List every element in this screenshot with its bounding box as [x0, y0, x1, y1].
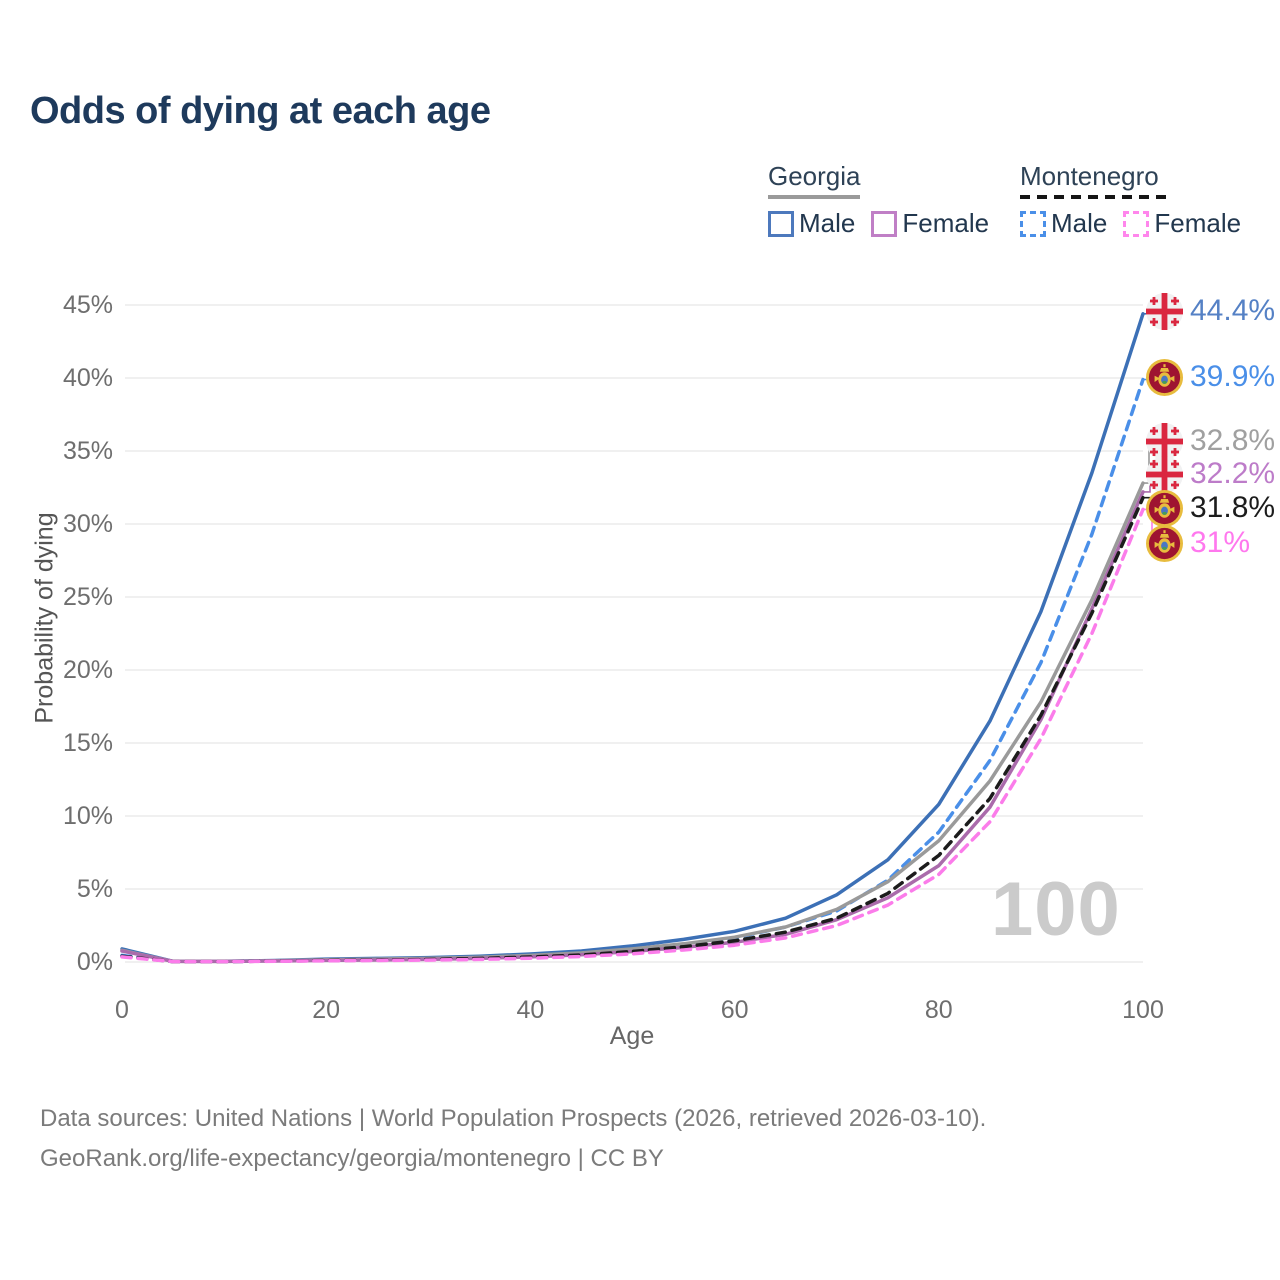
attribution-link-text: GeoRank.org/life-expectancy/georgia/mont…: [40, 1145, 664, 1172]
series-line-montenegro-female: [120, 507, 1145, 964]
x-tick-label: 80: [924, 996, 953, 1024]
age-watermark: 100: [991, 867, 1121, 952]
montenegro-flag-icon: [1146, 489, 1183, 527]
data-sources-text: Data sources: United Nations | World Pop…: [40, 1105, 987, 1132]
georgia-linestyle-swatch: [768, 195, 860, 199]
legend-item-georgia-female[interactable]: Female: [871, 208, 989, 239]
x-tick-label: 60: [720, 996, 749, 1024]
end-label-georgia-male: 44.4%: [1146, 292, 1275, 330]
x-tick-label: 100: [1122, 996, 1164, 1024]
georgia-flag-icon: [1146, 292, 1183, 330]
legend-item-label: Male: [1051, 208, 1108, 238]
montenegro-male-swatch-icon: [1020, 210, 1046, 237]
end-label-value: 32.8%: [1190, 424, 1276, 457]
end-label-montenegro-male: 39.9%: [1146, 358, 1275, 396]
end-label-georgia-female: 32.2%: [1146, 455, 1275, 493]
georgia-female-swatch-icon: [871, 210, 898, 237]
y-tick-label: 25%: [62, 583, 113, 611]
legend-georgia-label: Georgia: [768, 161, 861, 191]
x-tick-label: 20: [312, 996, 341, 1024]
legend-item-label: Female: [1154, 208, 1242, 238]
georgia-male-swatch-icon: [768, 210, 794, 237]
y-tick-label: 0%: [76, 948, 113, 976]
legend-item-label: Male: [799, 208, 856, 238]
end-label-value: 32.2%: [1190, 457, 1276, 490]
series-line-montenegro-both-sexes-: [120, 495, 1145, 964]
y-tick-label: 20%: [62, 656, 113, 684]
end-label-value: 31.8%: [1190, 491, 1276, 524]
x-axis-title: Age: [609, 1022, 655, 1050]
y-tick-label: 5%: [76, 875, 113, 903]
series-line-georgia-female: [120, 490, 1145, 964]
y-axis-title: Probability of dying: [30, 512, 59, 724]
end-label-value: 39.9%: [1190, 360, 1276, 393]
georgia-flag-icon: [1146, 455, 1183, 493]
x-tick-label: 40: [516, 996, 545, 1024]
legend-montenegro-label: Montenegro: [1020, 161, 1159, 191]
montenegro-flag-icon: [1146, 358, 1183, 396]
legend-item-montenegro-female[interactable]: Female: [1123, 208, 1241, 239]
series-line-georgia-male: [120, 312, 1145, 964]
end-label-value: 31%: [1190, 526, 1251, 559]
x-tick-label: 0: [115, 996, 129, 1024]
legend-item-label: Female: [902, 208, 990, 238]
end-label-montenegro-both-sexes-: 31.8%: [1146, 489, 1275, 527]
legend-item-montenegro-male[interactable]: Male: [1020, 208, 1107, 239]
legend-group-montenegro: Montenegro Male Female: [1020, 161, 1241, 239]
legend-item-georgia-male[interactable]: Male: [768, 208, 855, 239]
y-tick-label: 45%: [62, 291, 113, 319]
end-label-montenegro-female: 31%: [1146, 524, 1250, 562]
page-title: Odds of dying at each age: [30, 90, 491, 132]
legend-group-georgia: Georgia Male Female: [768, 161, 989, 239]
y-tick-label: 10%: [62, 802, 113, 830]
end-label-georgia-both-sexes-: 32.8%: [1146, 422, 1275, 460]
y-tick-label: 30%: [62, 510, 113, 538]
montenegro-female-swatch-icon: [1123, 210, 1150, 237]
montenegro-linestyle-swatch: [1020, 195, 1168, 199]
y-tick-label: 40%: [62, 364, 113, 392]
end-label-value: 44.4%: [1190, 294, 1276, 327]
montenegro-flag-icon: [1146, 524, 1183, 562]
y-tick-label: 35%: [62, 437, 113, 465]
georgia-flag-icon: [1146, 422, 1183, 460]
y-tick-label: 15%: [62, 729, 113, 757]
